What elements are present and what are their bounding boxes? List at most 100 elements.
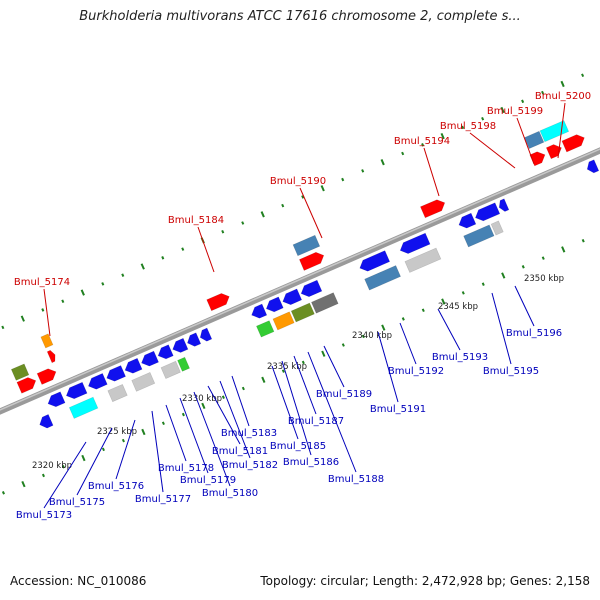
reverse-guide-dot <box>301 360 305 365</box>
reverse-gene-label: Bmul_5195 <box>483 366 539 377</box>
gene-feature <box>68 396 99 419</box>
gene-feature <box>490 220 504 236</box>
forward-gene-label: Bmul_5190 <box>270 176 326 187</box>
gene-feature <box>199 327 213 342</box>
gene-feature <box>359 250 391 272</box>
reverse-guide-dot <box>281 369 285 373</box>
forward-gene-label: Bmul_5174 <box>14 277 70 288</box>
gene-feature <box>106 365 126 382</box>
gene-feature <box>545 144 562 160</box>
forward-guide-dot <box>161 256 165 260</box>
gene-feature <box>65 381 88 400</box>
forward-leader-line <box>423 147 440 197</box>
reverse-guide-dot <box>241 386 245 391</box>
tick-label: 2320 kbp <box>32 461 72 471</box>
gene-feature <box>107 384 128 403</box>
forward-guide-dot <box>181 247 185 251</box>
forward-guide-dot <box>401 151 405 156</box>
reverse-leader-line <box>271 365 299 440</box>
gene-feature <box>187 332 202 347</box>
forward-leader-line <box>197 226 215 273</box>
forward-guide-dot <box>121 273 125 277</box>
reverse-gene-label: Bmul_5176 <box>88 481 144 492</box>
reverse-gene-label: Bmul_5186 <box>283 457 339 468</box>
reverse-leader-line <box>219 380 251 459</box>
gene-feature <box>47 391 66 408</box>
gene-feature <box>282 288 303 306</box>
reverse-guide-dot <box>561 246 566 253</box>
forward-guide-dot <box>281 203 285 208</box>
forward-guide-dot <box>301 195 305 199</box>
reverse-guide-dot <box>521 265 525 269</box>
reverse-leader-line <box>377 331 399 403</box>
gene-feature <box>498 198 510 212</box>
forward-guide-dot <box>260 211 265 218</box>
gene-feature <box>177 356 190 372</box>
gene-feature <box>290 302 315 323</box>
forward-guide-dot <box>41 308 45 312</box>
forward-guide-dot <box>20 315 25 322</box>
reverse-leader-line <box>399 322 417 365</box>
reverse-leader-line <box>293 355 317 415</box>
gene-feature <box>160 360 181 379</box>
reverse-guide-dot <box>441 298 446 305</box>
reverse-leader-line <box>323 345 345 388</box>
gene-feature <box>141 350 159 367</box>
gene-feature <box>524 130 545 149</box>
gene-feature <box>404 247 442 273</box>
tick-label: 2335 kbp <box>267 362 307 372</box>
forward-guide-dot <box>320 185 325 192</box>
gene-feature <box>561 134 585 153</box>
gene-feature <box>539 120 570 143</box>
reverse-guide-dot <box>161 421 165 426</box>
forward-guide-dot <box>481 116 485 121</box>
forward-gene-label: Bmul_5184 <box>168 215 224 226</box>
forward-guide-dot <box>461 125 465 130</box>
reverse-guide-dot <box>581 238 585 243</box>
reverse-guide-dot <box>221 395 225 399</box>
reverse-gene-label: Bmul_5173 <box>16 510 72 521</box>
reverse-gene-label: Bmul_5196 <box>506 328 562 339</box>
reverse-gene-label: Bmul_5187 <box>288 416 344 427</box>
gene-feature <box>124 357 143 374</box>
forward-guide-dot <box>500 106 505 114</box>
gene-feature <box>586 159 600 174</box>
forward-guide-dot <box>421 143 425 147</box>
reverse-leader-line <box>514 285 535 327</box>
reverse-gene-label: Bmul_5191 <box>370 404 426 415</box>
reverse-guide-dot <box>261 376 266 383</box>
reverse-gene-label: Bmul_5189 <box>316 389 372 400</box>
map-title: Burkholderia multivorans ATCC 17616 chro… <box>79 9 521 24</box>
forward-guide-dot <box>140 263 145 270</box>
reverse-leader-line <box>207 385 241 445</box>
forward-guide-dot <box>1 325 5 330</box>
forward-guide-dot <box>80 289 85 296</box>
forward-leader-line <box>557 102 566 159</box>
reverse-gene-label: Bmul_5175 <box>49 497 105 508</box>
gene-feature <box>157 344 174 360</box>
reverse-guide-dot <box>401 317 405 321</box>
gene-feature <box>88 373 108 390</box>
forward-guide-dot <box>241 221 245 225</box>
reverse-guide-dot <box>21 480 26 488</box>
reverse-guide-dot <box>41 473 45 478</box>
gene-feature <box>265 296 284 313</box>
genome-backbone-highlight <box>0 148 600 411</box>
forward-guide-dot <box>101 282 105 286</box>
reverse-guide-dot <box>141 428 146 436</box>
gene-feature <box>40 333 54 349</box>
forward-gene-label: Bmul_5198 <box>440 121 496 132</box>
reverse-gene-label: Bmul_5178 <box>158 463 214 474</box>
reverse-leader-line <box>231 375 250 427</box>
gene-feature <box>206 293 230 312</box>
reverse-guide-dot <box>361 334 365 339</box>
gene-feature <box>475 202 501 222</box>
tick-label: 2350 kbp <box>524 274 564 284</box>
forward-guide-dot <box>361 169 365 173</box>
reverse-gene-label: Bmul_5181 <box>212 446 268 457</box>
reverse-guide-dot <box>1 491 5 495</box>
reverse-gene-label: Bmul_5185 <box>270 441 326 452</box>
reverse-gene-label: Bmul_5179 <box>180 475 236 486</box>
gene-feature <box>131 372 156 392</box>
